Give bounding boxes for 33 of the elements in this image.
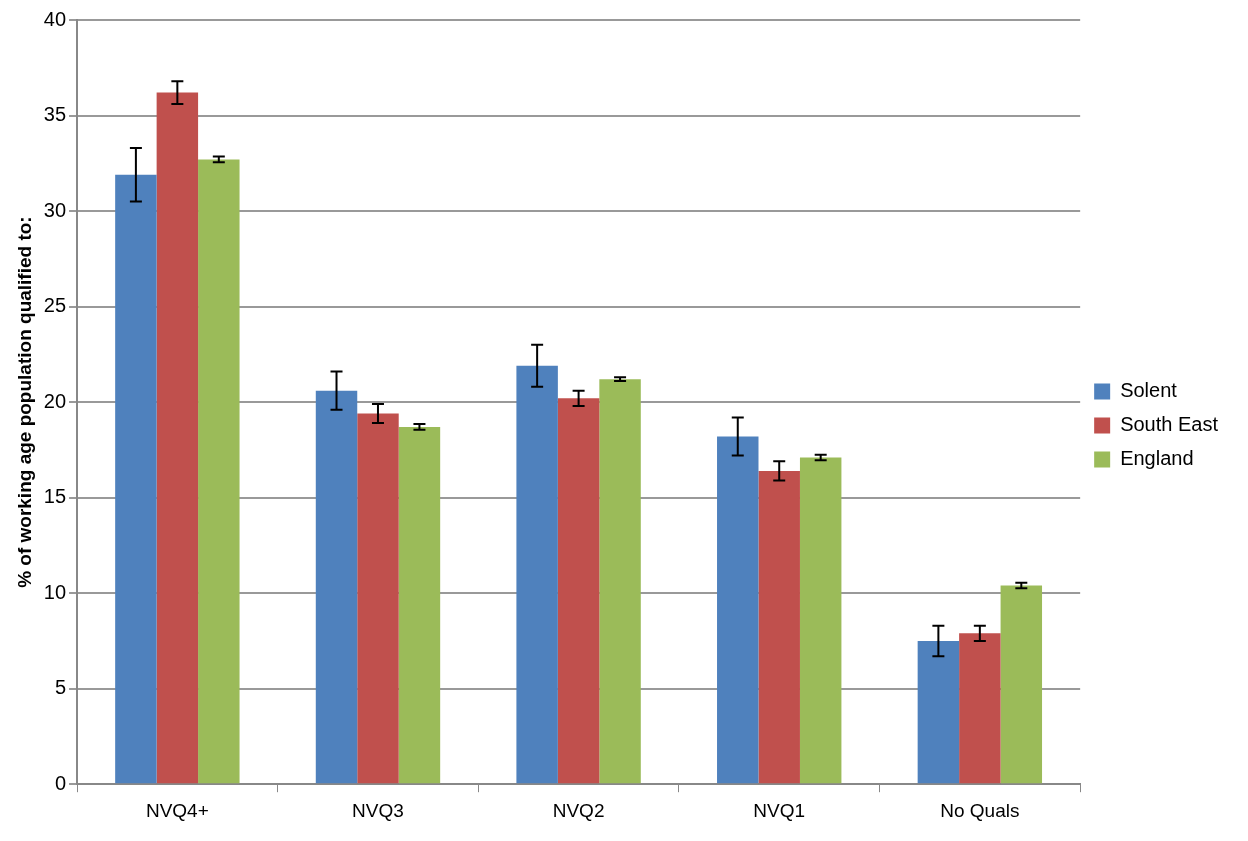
bar (758, 470, 800, 784)
y-tick-label: 25 (43, 294, 67, 317)
bar (115, 174, 157, 784)
bar (599, 379, 641, 784)
y-tick-label: 20 (43, 389, 67, 412)
x-tick-label: NVQ4+ (145, 799, 209, 821)
bar (198, 159, 240, 784)
x-tick-label: NVQ1 (753, 799, 806, 821)
y-tick-label: 30 (43, 198, 67, 221)
y-axis-title: % of working age population qualified to: (13, 216, 35, 588)
bar (917, 640, 960, 784)
x-tick-label: NVQ2 (552, 799, 605, 821)
y-tick-label: 15 (43, 485, 67, 508)
x-tick-label: NVQ3 (352, 799, 404, 821)
legend-label: South East (1120, 413, 1219, 436)
x-tick-label: No Quals (940, 799, 1020, 821)
y-tick-label: 35 (43, 103, 67, 126)
y-tick-label: 40 (43, 7, 67, 30)
legend-label: Solent (1120, 379, 1178, 402)
bar (799, 457, 842, 784)
bar (156, 92, 199, 784)
bar (315, 390, 358, 784)
y-tick-label: 10 (43, 580, 67, 603)
bar (357, 413, 399, 784)
legend-label: England (1120, 447, 1194, 470)
y-tick-label: 0 (54, 771, 67, 794)
y-tick-label: 5 (54, 676, 67, 699)
bar (516, 365, 558, 784)
bar (398, 426, 441, 784)
bar (959, 633, 1001, 784)
bar (717, 436, 759, 784)
bar (1000, 585, 1043, 784)
bar (557, 398, 600, 784)
